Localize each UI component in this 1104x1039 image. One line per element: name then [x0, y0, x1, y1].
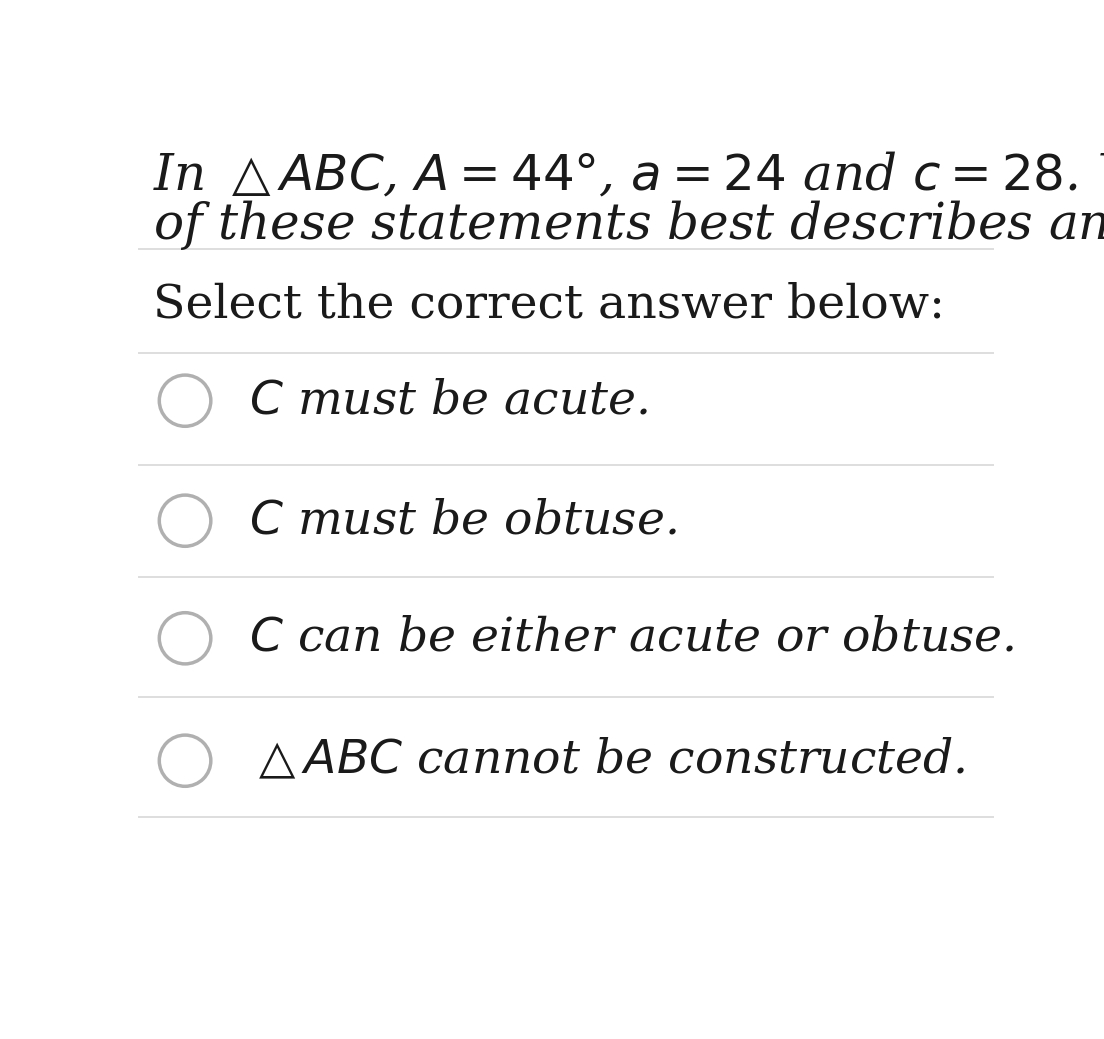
Text: of these statements best describes angle $C$?: of these statements best describes angle…: [153, 197, 1104, 251]
Text: In $\triangle ABC$, $A = 44°$, $a = 24$ and $c = 28$. Which: In $\triangle ABC$, $A = 44°$, $a = 24$ …: [153, 152, 1104, 202]
Text: $C$ must be obtuse.: $C$ must be obtuse.: [250, 498, 677, 543]
Text: $C$ must be acute.: $C$ must be acute.: [250, 378, 649, 423]
Text: $C$ can be either acute or obtuse.: $C$ can be either acute or obtuse.: [250, 616, 1015, 661]
Text: Select the correct answer below:: Select the correct answer below:: [153, 282, 945, 327]
Text: $\triangle ABC$ cannot be constructed.: $\triangle ABC$ cannot be constructed.: [250, 738, 966, 783]
